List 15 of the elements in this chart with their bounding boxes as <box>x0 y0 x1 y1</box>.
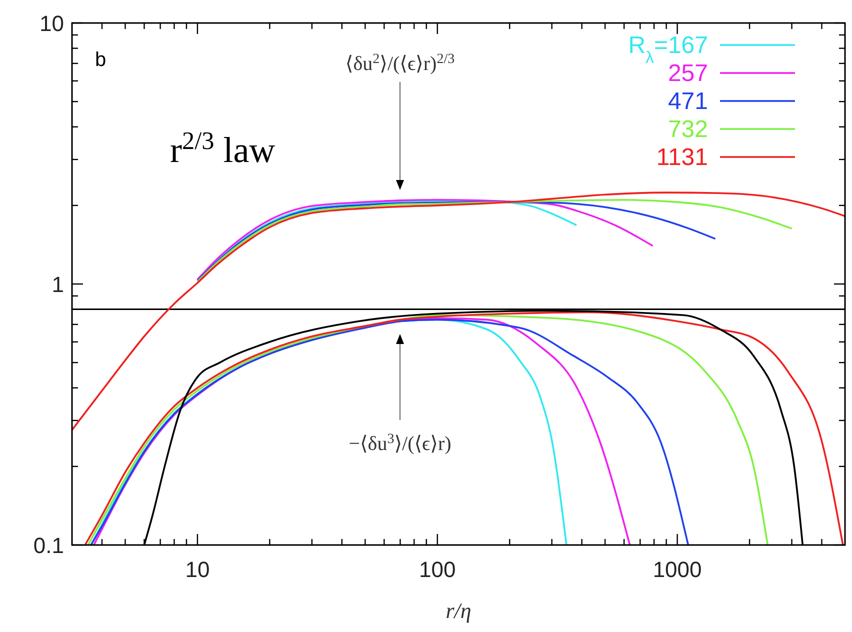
x-tick-label: 100 <box>419 557 456 582</box>
legend-label: 732 <box>668 116 708 143</box>
y-tick-label: 0.1 <box>33 533 64 558</box>
annotation: ⟨δu$^{2}$⟩/(⟨ϵ⟩r)$^{2/3}$ <box>345 52 455 75</box>
annotation: r$^{2/3}$ law <box>170 128 276 170</box>
x-tick-label: 1000 <box>652 557 702 582</box>
y-tick-label: 1 <box>52 272 64 297</box>
legend-label: 1131 <box>656 144 708 171</box>
legend-label: 471 <box>668 88 708 115</box>
legend-label: 257 <box>668 60 708 87</box>
annotation: b <box>95 49 106 71</box>
x-axis-title: r/η <box>446 598 472 623</box>
x-tick-label: 10 <box>185 557 210 582</box>
annotation: −⟨δu$^{3}$⟩/(⟨ϵ⟩r) <box>348 432 452 455</box>
y-tick-label: 10 <box>40 11 64 36</box>
